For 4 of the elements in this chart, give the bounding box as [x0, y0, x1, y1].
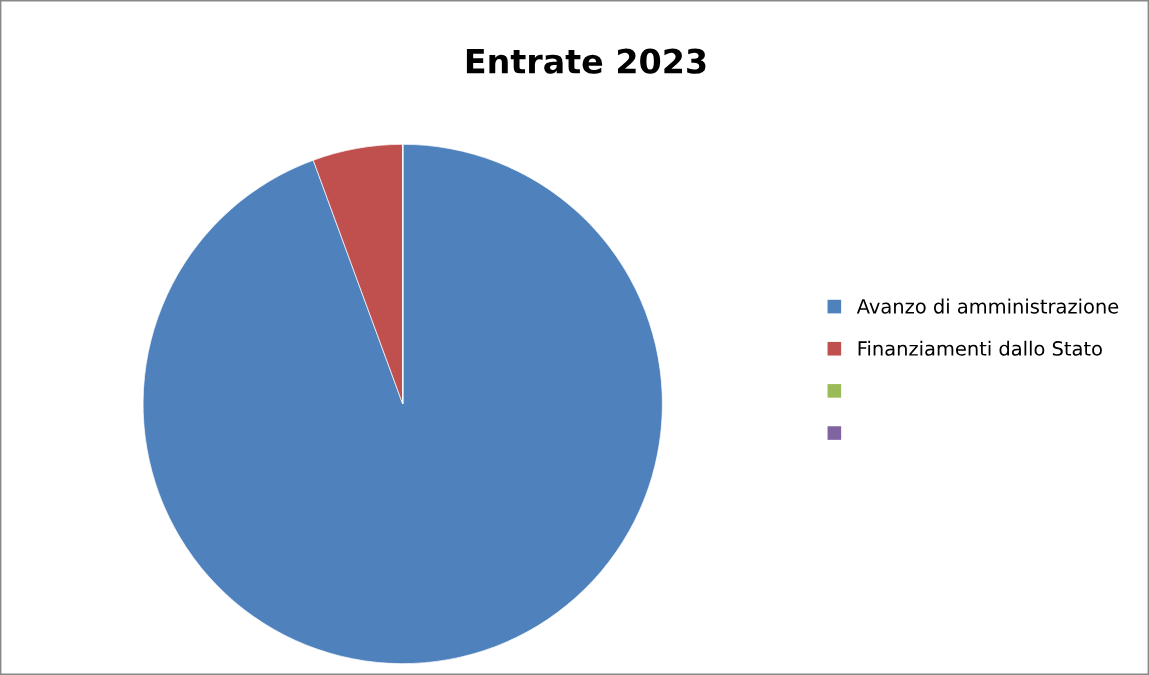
legend-label: Finanziamenti dallo Stato — [858, 340, 1102, 356]
pie-slice — [142, 143, 663, 664]
chart-title: Entrate 2023 — [466, 48, 706, 74]
legend-label: Avanzo di amministrazione — [856, 298, 1119, 314]
